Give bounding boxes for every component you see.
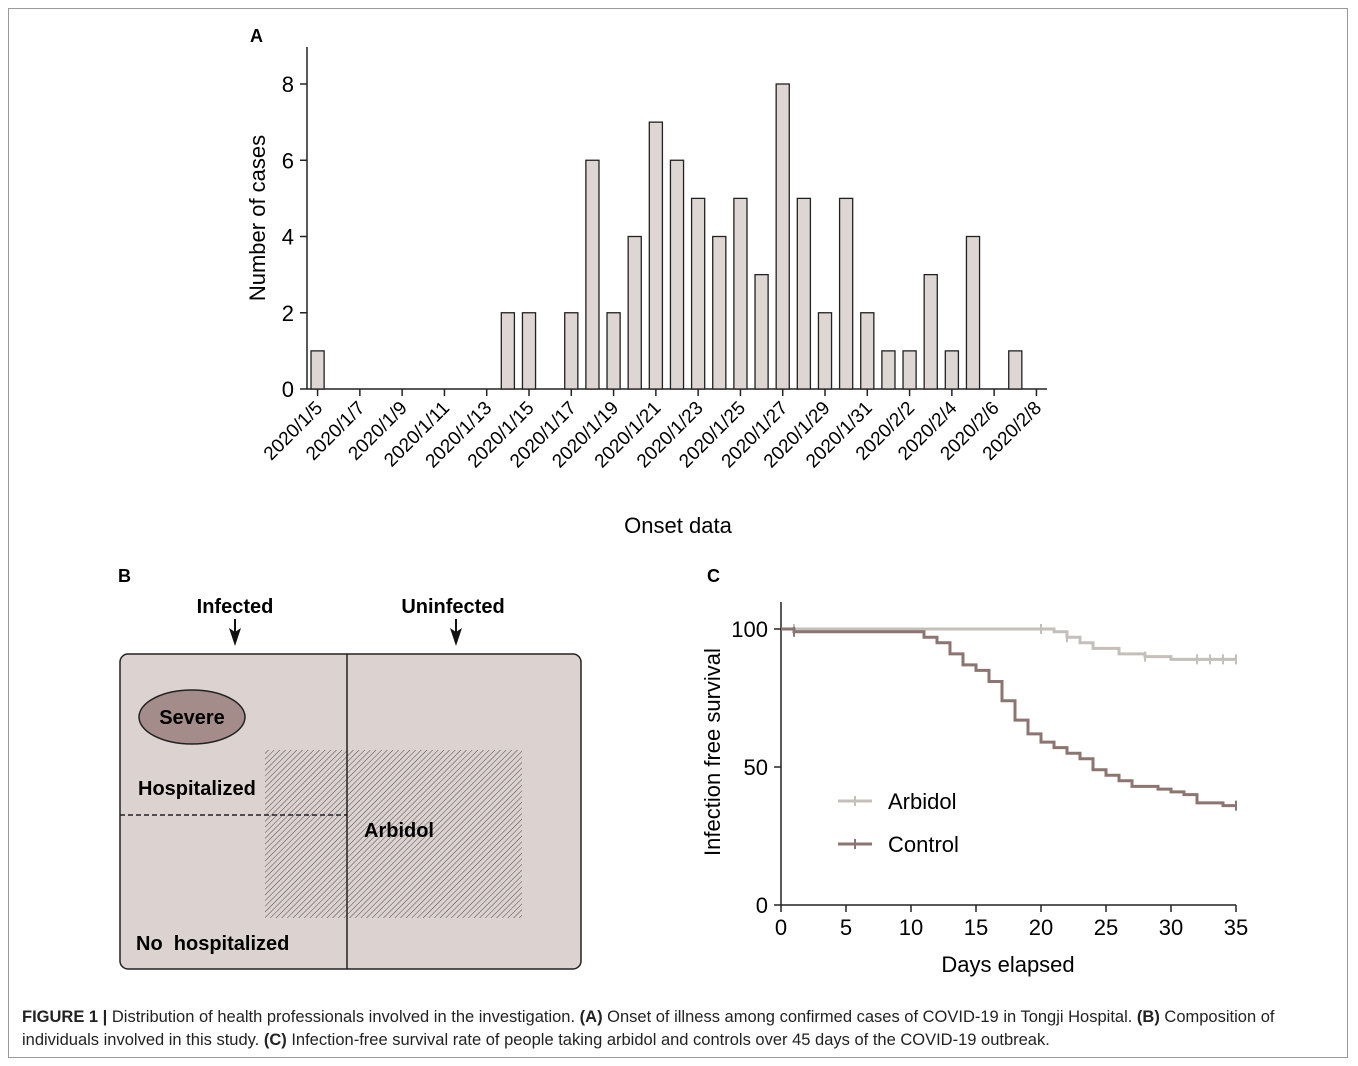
infected-arrow-head: [229, 628, 241, 646]
caption-part-5: (C): [263, 1031, 287, 1049]
a-ytick-label-2: 2: [282, 301, 294, 326]
caption-part-3: (B): [1136, 1008, 1160, 1026]
a-ytick-label-8: 8: [282, 72, 294, 97]
figure-caption: FIGURE 1 | Distribution of health profes…: [22, 1006, 1342, 1052]
arbidol-label: Arbidol: [364, 820, 434, 842]
a-ytick-label-4: 4: [282, 225, 294, 250]
c-ytick-label-0: 0: [756, 893, 768, 918]
caption-part-1: (A): [579, 1008, 603, 1026]
a-bar-2020/1/14: [500, 312, 516, 390]
a-bar-2020/1/23: [690, 197, 706, 390]
c-xtick-label-15: 15: [964, 915, 988, 940]
c-xtick-label-20: 20: [1029, 915, 1053, 940]
a-bar-2020/1/21: [648, 121, 664, 390]
caption-part-0: Distribution of health professionals inv…: [107, 1008, 580, 1026]
a-bar-2020/1/29: [817, 312, 833, 390]
no-hospitalized-label: No hospitalized: [136, 933, 289, 955]
panel-b-diagram: Infected Uninfected Severe Hospitalized …: [119, 596, 582, 970]
a-bar-2020/1/20: [627, 235, 642, 390]
c-xtick-label-25: 25: [1094, 915, 1118, 940]
a-bar-2020/2/7: [1008, 350, 1023, 390]
c-xtick-label-30: 30: [1159, 915, 1183, 940]
a-bar-2020/2/2: [902, 350, 917, 390]
c-ytick-label-50: 50: [744, 755, 768, 780]
panel-a-ylabel: Number of cases: [245, 135, 270, 301]
panel-a-xlabel: Onset data: [624, 513, 732, 538]
a-bar-2020/2/3: [923, 273, 938, 390]
c-xtick-label-0: 0: [775, 915, 787, 940]
a-bar-2020/2/1: [881, 350, 896, 390]
figure-canvas: A 024682020/1/52020/1/72020/1/92020/1/11…: [118, 26, 1248, 977]
panel-a-bar-chart: 024682020/1/52020/1/72020/1/92020/1/1120…: [260, 47, 1047, 472]
a-bar-2020/1/17: [564, 312, 579, 390]
caption-part-2: Onset of illness among confirmed cases o…: [602, 1008, 1137, 1026]
uninfected-label: Uninfected: [401, 596, 504, 618]
arbidol-hatched-region: [265, 750, 522, 918]
panel-a-label: A: [250, 26, 263, 46]
legend-control-label: Control: [888, 832, 959, 857]
c-xtick-label-5: 5: [840, 915, 852, 940]
a-ytick-label-6: 6: [282, 148, 294, 173]
caption-label: FIGURE 1 |: [22, 1008, 108, 1026]
a-bar-2020/1/19: [606, 312, 621, 390]
caption-part-4: Composition of individuals involved in t…: [22, 1008, 1275, 1049]
a-bar-2020/1/26: [754, 273, 769, 390]
a-bar-2020/1/15: [521, 312, 537, 390]
a-bar-2020/1/30: [838, 197, 854, 390]
legend-arbidol-label: Arbidol: [888, 789, 956, 814]
a-bar-2020/2/4: [944, 350, 960, 390]
severe-label: Severe: [159, 707, 225, 729]
hospitalized-label: Hospitalized: [138, 778, 256, 800]
panel-c-label: C: [707, 566, 720, 586]
a-bar-2020/1/24: [712, 235, 727, 390]
panel-c-survival-chart: 0 50 100 0 5 10 15 20 25 30 35: [731, 602, 1248, 940]
a-bar-2020/1/28: [796, 197, 812, 390]
c-series-control: [781, 627, 1236, 808]
panel-b-label: B: [118, 566, 131, 586]
panel-c-xlabel: Days elapsed: [941, 952, 1074, 977]
panel-c-ylabel: Infection free survival: [700, 648, 725, 856]
c-xtick-label-35: 35: [1224, 915, 1248, 940]
figure-frame: [8, 8, 1348, 1058]
caption-body: Distribution of health professionals inv…: [22, 1008, 1274, 1049]
caption-part-6: Infection-free survival rate of people t…: [286, 1031, 1050, 1049]
a-bar-2020/1/5: [310, 350, 325, 390]
a-bar-2020/1/22: [669, 159, 685, 390]
severe-ellipse: [138, 689, 246, 745]
a-ytick-label-0: 0: [282, 377, 294, 402]
infected-label: Infected: [197, 596, 274, 618]
c-ytick-label-100: 100: [731, 617, 768, 642]
a-bar-2020/1/25: [733, 197, 748, 390]
a-bar-2020/1/27: [775, 83, 790, 390]
a-bar-2020/2/5: [965, 235, 981, 390]
c-series-arbidol: [781, 627, 1236, 661]
uninfected-arrow-head: [450, 628, 462, 646]
a-bar-2020/1/31: [860, 312, 875, 390]
panel-c-legend: Arbidol Control: [838, 789, 959, 857]
a-bar-2020/1/18: [585, 159, 600, 390]
c-xtick-label-10: 10: [899, 915, 923, 940]
